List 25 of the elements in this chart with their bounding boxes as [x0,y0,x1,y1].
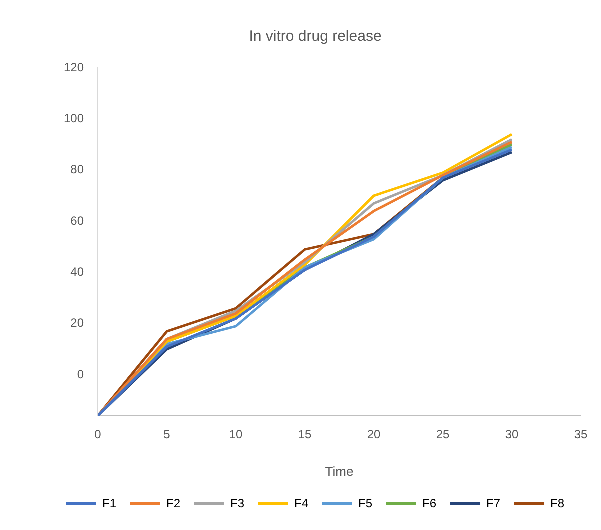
legend-label: F6 [422,496,437,510]
y-tick-label: 40 [70,265,84,280]
legend-label: F5 [358,496,373,510]
legend-label: F8 [550,496,565,510]
y-tick-label: 120 [64,60,84,74]
legend-label: F4 [294,496,309,510]
y-tick-label: 60 [70,214,84,228]
x-tick-label: 5 [164,428,171,442]
y-tick-label: 100 [64,111,84,126]
x-tick-label: 30 [505,428,519,442]
y-tick-label: 80 [70,162,84,177]
x-tick-label: 0 [94,428,102,442]
x-tick-label: 15 [298,428,312,442]
legend-label: F2 [166,496,181,510]
legend-label: F7 [486,496,501,510]
legend-label: F3 [230,496,245,510]
x-tick-label: 20 [367,428,382,442]
x-tick-label: 25 [436,428,450,442]
legend-label: F1 [102,496,117,510]
x-tick-label: 35 [574,428,588,442]
y-tick-label: 20 [70,316,84,330]
x-tick-label: 10 [229,428,244,442]
chart-title: In vitro drug release [249,28,382,46]
y-tick-label: 0 [77,367,84,382]
x-axis-title: Time [325,464,354,479]
